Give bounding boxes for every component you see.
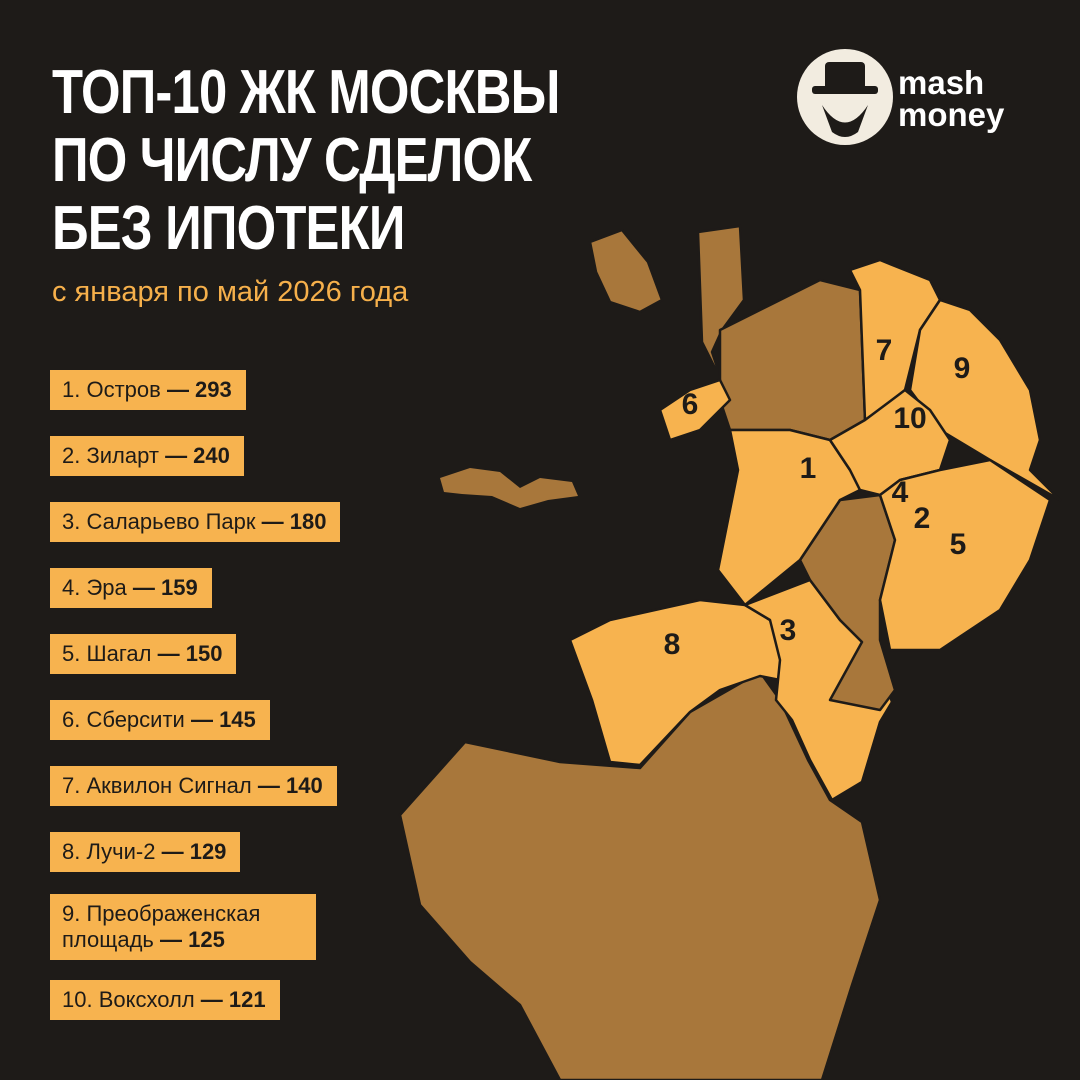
ranking-item: 2. Зиларт — 240 (50, 436, 244, 476)
district-east (878, 458, 1052, 652)
item-amount: — 129 (161, 839, 227, 864)
item-amount: — 159 (132, 575, 198, 600)
item-amount: — 150 (157, 641, 223, 666)
title-line: ПО ЧИСЛУ СДЕЛОК (52, 126, 532, 195)
logo-hat-brim (812, 86, 878, 94)
title-line: ТОП-10 ЖК МОСКВЫ (52, 58, 560, 127)
item-name: 10. Воксхолл (62, 987, 195, 1012)
item-name: 2. Зиларт (62, 443, 159, 468)
ranking-item: 10. Воксхолл — 121 (50, 980, 280, 1020)
map-label: 5 (950, 528, 967, 561)
map-label: 1 (800, 452, 817, 485)
map-label: 7 (876, 334, 893, 367)
islands (440, 468, 578, 508)
item-name: 1. Остров (62, 377, 161, 402)
new-moscow (398, 670, 882, 1080)
ranking-item: 5. Шагал — 150 (50, 634, 237, 674)
ranking-item: 1. Остров — 293 (50, 370, 246, 410)
district-8 (568, 598, 792, 767)
subtitle: с января по май 2026 года (52, 276, 409, 308)
map-label: 4 (892, 476, 909, 509)
ranking-item: 3. Саларьево Парк — 180 (50, 502, 341, 542)
item-name: 4. Эра (62, 575, 127, 600)
item-name: 8. Лучи-2 (62, 839, 156, 864)
map-label: 10 (893, 402, 926, 435)
item-amount: — 293 (166, 377, 232, 402)
ranking-item: 4. Эра — 159 (50, 568, 212, 608)
title-line: БЕЗ ИПОТЕКИ (52, 194, 405, 263)
logo (797, 49, 893, 145)
ranking-item: 9. Преображенская площадь — 125 (50, 894, 316, 960)
brand: money (898, 96, 1005, 133)
item-name: 9. Преображенская площадь (62, 901, 261, 952)
logo-hat (825, 62, 865, 90)
brand: mash (898, 64, 985, 101)
ranking-item: 6. Сберсити — 145 (50, 700, 270, 740)
zelenograd (588, 228, 664, 314)
item-name: 6. Сберсити (62, 707, 185, 732)
item-amount: — 240 (165, 443, 230, 468)
map-label: 6 (682, 388, 699, 421)
item-amount: — 121 (200, 987, 266, 1012)
item-name: 7. Аквилон Сигнал (62, 773, 252, 798)
map-label: 2 (914, 502, 931, 535)
map-label: 9 (954, 352, 971, 385)
item-amount: — 125 (160, 927, 225, 952)
district-9 (908, 298, 1062, 502)
item-name: 3. Саларьево Парк (62, 509, 256, 534)
item-name: 5. Шагал (62, 641, 152, 666)
district-6 (658, 378, 732, 442)
item-amount: — 145 (190, 707, 256, 732)
ranking-item: 7. Аквилон Сигнал — 140 (50, 766, 337, 806)
logo-face (822, 105, 868, 137)
map-label: 8 (664, 628, 681, 661)
district-1 (716, 428, 862, 607)
map-label: 3 (780, 614, 797, 647)
item-amount: — 140 (257, 773, 323, 798)
ranking-item: 8. Лучи-2 — 129 (50, 832, 241, 872)
north-strip (696, 224, 746, 384)
item-amount: — 180 (261, 509, 327, 534)
